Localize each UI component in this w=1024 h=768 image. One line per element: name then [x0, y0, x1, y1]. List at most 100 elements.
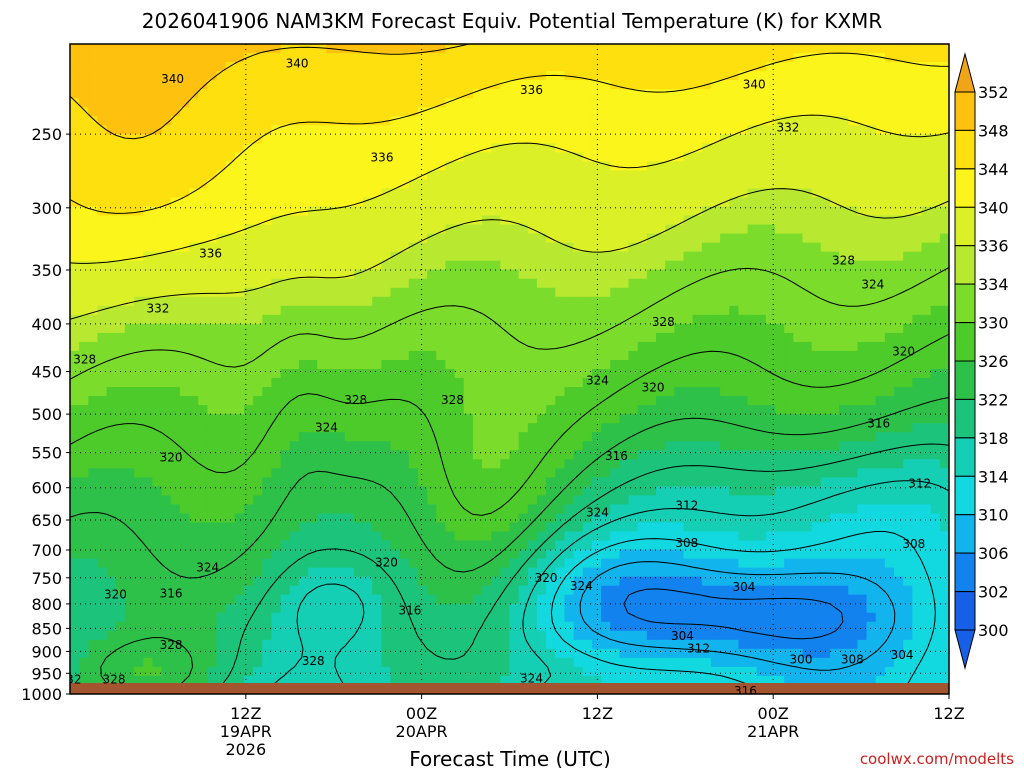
heatmap-cell [811, 278, 822, 289]
heatmap-cell [656, 62, 666, 72]
heatmap-cell [564, 459, 575, 469]
heatmap-cell [317, 242, 327, 253]
heatmap-cell [701, 143, 712, 153]
heatmap-cell [793, 224, 804, 235]
heatmap-cell [546, 396, 556, 406]
heatmap-cell [601, 441, 611, 451]
heatmap-cell [894, 206, 904, 217]
heatmap-cell [555, 486, 566, 496]
heatmap-cell [88, 450, 99, 460]
heatmap-cell [738, 62, 749, 72]
heatmap-cell [820, 188, 831, 199]
heatmap-cell [720, 170, 730, 181]
heatmap-cell [143, 450, 154, 460]
heatmap-cell [601, 332, 611, 343]
heatmap-cell [903, 224, 913, 235]
heatmap-cell [353, 224, 364, 235]
heatmap-cell [829, 125, 840, 135]
heatmap-cell [637, 44, 648, 54]
heatmap-cell [619, 359, 630, 370]
heatmap-cell [765, 359, 776, 370]
heatmap-cell [381, 396, 392, 406]
heatmap-cell [839, 80, 849, 90]
heatmap-cell [317, 341, 327, 352]
heatmap-cell [646, 80, 657, 90]
heatmap-cell [161, 206, 172, 217]
heatmap-cell [198, 450, 208, 460]
heatmap-cell [921, 396, 932, 406]
heatmap-cell [124, 125, 135, 135]
heatmap-cell [408, 224, 419, 235]
heatmap-cell [143, 414, 154, 424]
heatmap-cell [289, 161, 300, 171]
heatmap-cell [527, 314, 538, 325]
heatmap-cell [436, 152, 447, 162]
heatmap-cell [894, 224, 904, 235]
heatmap-cell [381, 197, 392, 208]
heatmap-cell [546, 143, 556, 153]
heatmap-cell [738, 269, 749, 280]
heatmap-cell [656, 188, 666, 199]
heatmap-cell [79, 450, 89, 460]
heatmap-cell [427, 233, 437, 244]
heatmap-cell [134, 314, 144, 325]
heatmap-cell [152, 215, 163, 226]
heatmap-cell [500, 323, 511, 334]
heatmap-cell [179, 278, 190, 289]
heatmap-cell [152, 287, 163, 298]
heatmap-cell [372, 341, 382, 352]
heatmap-cell [436, 44, 447, 54]
heatmap-cell [656, 224, 666, 235]
heatmap-cell [106, 396, 117, 406]
heatmap-cell [344, 233, 355, 244]
heatmap-cell [243, 477, 254, 487]
heatmap-cell [482, 468, 492, 478]
heatmap-cell [811, 53, 822, 63]
heatmap-cell [820, 170, 831, 181]
heatmap-cell [738, 468, 749, 478]
heatmap-cell [573, 450, 584, 460]
heatmap-cell [720, 80, 730, 90]
heatmap-cell [79, 107, 89, 117]
heatmap-cell [445, 269, 456, 280]
heatmap-cell [234, 378, 245, 388]
heatmap-cell [656, 80, 666, 90]
heatmap-cell [179, 89, 190, 99]
heatmap-cell [674, 314, 685, 325]
heatmap-cell [601, 242, 611, 253]
heatmap-cell [417, 224, 428, 235]
heatmap-cell [848, 179, 859, 190]
heatmap-cell [427, 405, 437, 415]
heatmap-cell [106, 260, 117, 271]
heatmap-cell [262, 414, 273, 424]
heatmap-cell [875, 441, 886, 451]
heatmap-cell [170, 179, 181, 190]
heatmap-cell [253, 242, 263, 253]
heatmap-cell [344, 350, 355, 361]
heatmap-cell [546, 134, 556, 144]
heatmap-cell [308, 233, 318, 244]
heatmap-cell [298, 278, 309, 289]
heatmap-cell [234, 44, 245, 54]
heatmap-cell [784, 495, 794, 506]
heatmap-cell [207, 116, 218, 126]
heatmap-cell [179, 495, 190, 506]
heatmap-cell [665, 369, 675, 379]
heatmap-cell [747, 188, 758, 199]
heatmap-cell [747, 477, 758, 487]
heatmap-cell [463, 359, 474, 370]
heatmap-cell [427, 459, 437, 469]
heatmap-cell [829, 188, 840, 199]
heatmap-cell [912, 359, 923, 370]
heatmap-cell [454, 107, 465, 117]
heatmap-cell [894, 441, 904, 451]
heatmap-cell [97, 71, 108, 81]
heatmap-cell [243, 504, 254, 515]
heatmap-cell [207, 269, 218, 280]
heatmap-cell [729, 44, 740, 54]
heatmap-cell [124, 341, 135, 352]
heatmap-cell [665, 323, 675, 334]
heatmap-cell [930, 486, 941, 496]
heatmap-cell [134, 116, 144, 126]
heatmap-cell [436, 441, 447, 451]
